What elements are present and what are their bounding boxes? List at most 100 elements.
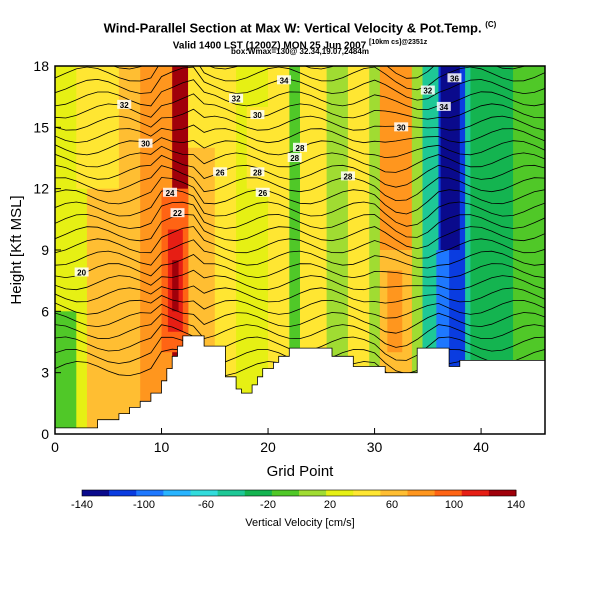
contour-label: 34 (277, 75, 292, 85)
contour-label-text: 26 (216, 168, 225, 177)
colorbar-label: Vertical Velocity [cm/s] (245, 517, 354, 529)
colorbar-segment (353, 490, 381, 496)
theta-contour (55, 177, 545, 215)
colorbar-tick-label: -140 (71, 499, 93, 511)
theta-contour (55, 165, 545, 202)
colorbar-segment (461, 490, 490, 496)
colorbar-tick-label: -60 (198, 499, 214, 511)
y-tick-label: 12 (33, 181, 49, 197)
contour-label-text: 28 (296, 144, 305, 153)
contour-label: 24 (163, 187, 178, 198)
contour-label-text: 28 (343, 172, 352, 181)
velocity-column (369, 66, 381, 434)
contour-label-text: 30 (141, 140, 150, 149)
colorbar-frame (81, 489, 517, 497)
chart-subtitle: Valid 1400 LST (1200Z) MON 25 Jun 2007 [… (172, 39, 428, 52)
colorbar-tick-label: -20 (260, 499, 276, 511)
contour-label-bg (420, 85, 435, 95)
colorbar-segment (488, 490, 517, 496)
theta-contour (55, 295, 545, 319)
y-tick-label: 18 (33, 58, 49, 74)
contour-label-text: 24 (166, 189, 175, 198)
velocity-cell (76, 66, 119, 189)
velocity-cell (436, 250, 450, 353)
velocity-cell (55, 311, 77, 434)
contour-label-bg (250, 167, 265, 177)
contour-label-bg (255, 187, 270, 197)
contour-label-bg (277, 75, 292, 85)
theta-contour (55, 154, 545, 188)
contour-label-bg (293, 142, 307, 152)
contour-label-bg (138, 138, 153, 148)
y-tick-label: 0 (41, 426, 49, 442)
theta-contour (55, 124, 545, 144)
colorbar-tick-label: 20 (324, 499, 336, 511)
contour-label: 34 (436, 101, 451, 112)
theta-contour (55, 66, 545, 101)
contour-label-text: 30 (253, 111, 262, 120)
theta-contour (55, 213, 545, 250)
theta-contour (55, 226, 545, 259)
contour-label-text: 30 (397, 123, 406, 132)
contour-label-bg (229, 93, 244, 103)
x-tick-label: 40 (473, 439, 489, 455)
y-axis-label: Height [Kft MSL] (8, 195, 25, 304)
contour-label: 36 (447, 73, 462, 83)
colorbar-segment (407, 490, 436, 496)
theta-contour (55, 285, 545, 304)
y-tick-label: 3 (41, 365, 49, 381)
theta-contour (55, 66, 545, 91)
terrain-mask (54, 335, 546, 435)
colorbar-segment (109, 490, 137, 496)
x-tick-label: 20 (260, 439, 276, 455)
velocity-column (289, 66, 301, 434)
contour-label: 30 (138, 138, 153, 149)
contour-label-bg (340, 171, 355, 181)
theta-contour (55, 189, 545, 227)
contour-label-bg (447, 73, 462, 83)
contour-label-text: 22 (173, 209, 182, 218)
theta-contour (55, 201, 545, 238)
contour-label-bg (117, 99, 132, 109)
theta-contour (55, 303, 545, 334)
y-tick-label: 6 (41, 303, 49, 319)
velocity-cell (440, 66, 460, 250)
theta-contour (112, 66, 526, 79)
chart-title: Wind-Parallel Section at Max W: Vertical… (103, 20, 497, 36)
chart-subtitle-2: box:Wmax=130@ 32.34,19.07,2484m (231, 47, 369, 56)
colorbar-segment (190, 490, 219, 496)
colorbar-segment (271, 490, 300, 496)
contour-label: 20 (74, 267, 89, 277)
contour-label-bg (213, 167, 228, 177)
contour-label: 28 (293, 142, 307, 153)
contour-label-text: 20 (77, 268, 86, 277)
contour-label: 28 (287, 153, 302, 163)
x-tick-label: 10 (154, 439, 170, 455)
contour-label: 30 (250, 110, 265, 120)
contour-label-text: 28 (253, 168, 262, 177)
contour-label: 28 (250, 167, 265, 177)
contour-label-text: 32 (232, 95, 241, 104)
theta-contour (55, 79, 545, 111)
theta-contour (55, 313, 545, 348)
contour-label: 22 (170, 208, 185, 218)
colorbar-segment (136, 490, 164, 496)
velocity-column (214, 66, 237, 434)
theta-contour (55, 108, 545, 131)
colorbar-tick-label: -100 (133, 499, 155, 511)
colorbar-tick-label: 100 (445, 499, 463, 511)
theta-contour (55, 269, 545, 291)
contour-label-text: 26 (258, 189, 267, 198)
contour-label: 28 (340, 171, 355, 181)
colorbar-segment (82, 490, 110, 496)
velocity-cell (470, 66, 492, 434)
theta-contour (55, 239, 545, 269)
contour-label-bg (170, 208, 185, 218)
y-tick-label: 15 (33, 119, 49, 135)
y-tick-label: 9 (41, 242, 49, 258)
terrain (54, 335, 546, 435)
contour-label-text: 36 (450, 74, 459, 83)
